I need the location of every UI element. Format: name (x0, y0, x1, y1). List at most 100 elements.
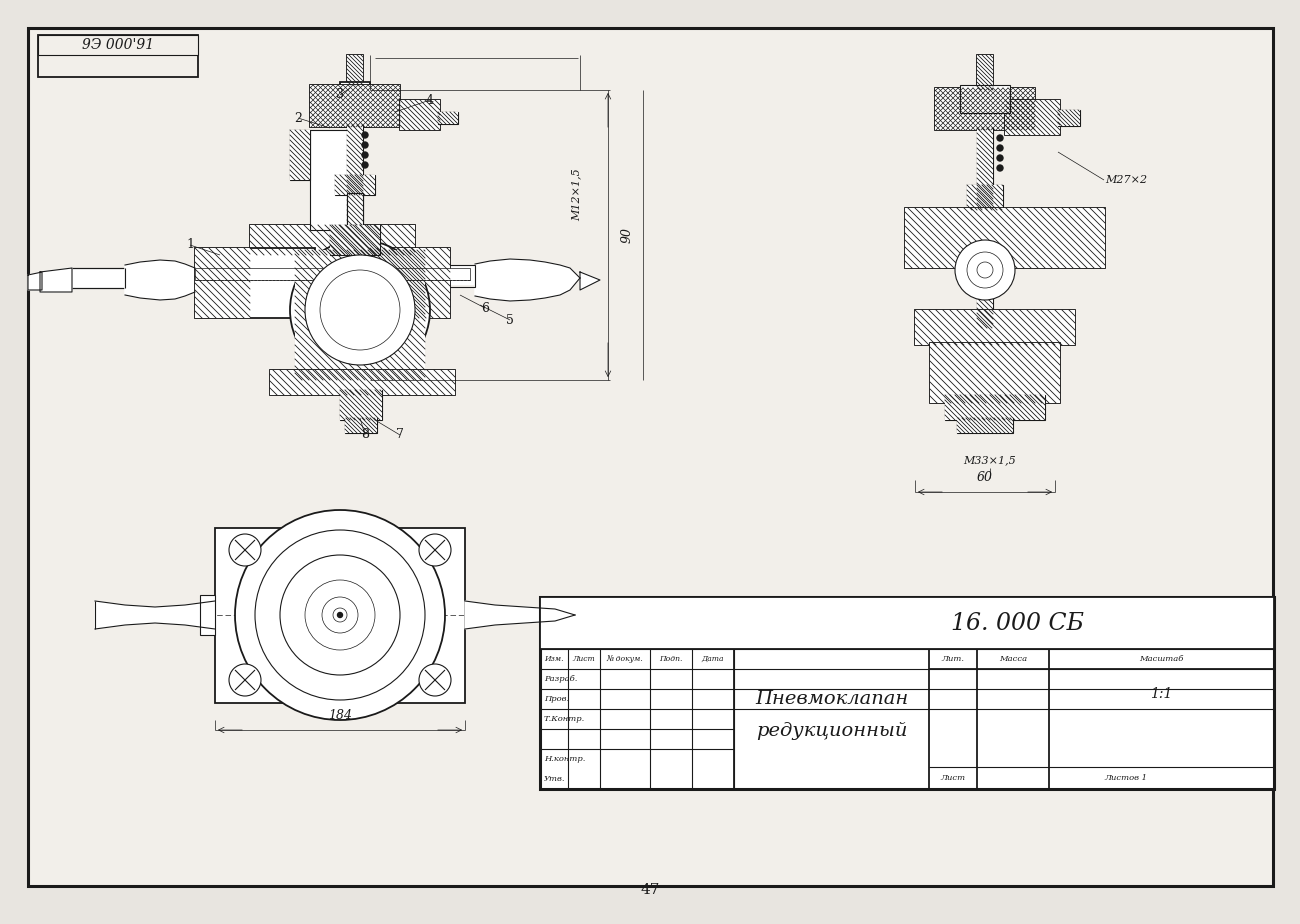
Bar (270, 370, 455, 395)
Bar (905, 208, 1105, 268)
Bar (930, 343, 1060, 403)
Text: 47: 47 (641, 883, 659, 897)
Text: Масштаб: Масштаб (1139, 655, 1184, 663)
Bar (978, 128, 993, 208)
Polygon shape (29, 272, 42, 290)
Bar (335, 175, 374, 195)
Text: М12×1,5: М12×1,5 (571, 168, 581, 222)
Text: Лист: Лист (940, 774, 966, 782)
Bar (1005, 100, 1059, 135)
Bar (978, 268, 993, 328)
Text: 1: 1 (186, 238, 194, 251)
Bar (290, 130, 309, 180)
Bar (341, 82, 370, 127)
Text: Масса: Масса (998, 655, 1027, 663)
Bar (420, 265, 474, 287)
Bar (270, 370, 455, 395)
Polygon shape (474, 259, 580, 301)
Text: Н.контр.: Н.контр. (543, 755, 585, 763)
Bar (540, 597, 1274, 649)
Bar (915, 310, 1075, 345)
Bar (70, 268, 125, 288)
Polygon shape (125, 260, 195, 300)
Bar (344, 418, 377, 433)
Bar (967, 185, 1004, 210)
Bar (250, 225, 415, 255)
Bar (400, 100, 439, 130)
Bar (400, 100, 439, 130)
Text: Подп.: Подп. (659, 655, 682, 663)
Circle shape (229, 534, 261, 566)
Bar (935, 88, 1035, 130)
Bar (309, 85, 400, 127)
Text: 1:1: 1:1 (1150, 687, 1173, 701)
Bar (957, 418, 1013, 433)
Text: 3: 3 (335, 89, 345, 102)
Circle shape (255, 530, 425, 700)
Text: М33×1,5: М33×1,5 (963, 455, 1017, 465)
Circle shape (997, 165, 1004, 171)
Bar (1058, 110, 1080, 126)
Circle shape (306, 580, 374, 650)
Bar (195, 268, 471, 280)
Circle shape (229, 664, 261, 696)
Text: 16. 000 СБ: 16. 000 СБ (950, 612, 1084, 635)
Text: редукционный: редукционный (755, 722, 907, 740)
Bar (935, 88, 1035, 130)
Bar (957, 418, 1013, 433)
Text: Лист: Лист (572, 655, 595, 663)
Bar (978, 55, 993, 90)
Bar (330, 225, 380, 255)
Text: 2: 2 (294, 112, 302, 125)
Circle shape (338, 613, 342, 617)
Bar (930, 343, 1060, 403)
Bar (945, 395, 1045, 420)
Bar (967, 185, 1004, 210)
Bar (438, 112, 458, 124)
Circle shape (361, 142, 368, 148)
Text: М27×2: М27×2 (1105, 175, 1147, 185)
Bar (214, 528, 465, 703)
Bar (341, 390, 382, 420)
Circle shape (361, 132, 368, 138)
Bar (1005, 100, 1059, 135)
Bar (945, 395, 1045, 420)
Bar (978, 128, 993, 208)
Text: № докум.: № докум. (607, 655, 644, 663)
Bar (38, 35, 198, 77)
Circle shape (997, 155, 1004, 161)
Circle shape (306, 255, 415, 365)
Text: Пров.: Пров. (543, 695, 569, 703)
Text: 60: 60 (978, 471, 993, 484)
Bar (295, 250, 425, 380)
Bar (250, 225, 415, 255)
Bar (330, 225, 380, 255)
Bar (309, 85, 400, 127)
Bar (540, 597, 1274, 789)
Text: Т.Контр.: Т.Контр. (543, 715, 585, 723)
Bar (200, 595, 214, 635)
Polygon shape (95, 601, 214, 629)
Circle shape (997, 145, 1004, 151)
Circle shape (956, 240, 1015, 300)
Bar (978, 268, 993, 328)
Text: Дата: Дата (702, 655, 724, 663)
Text: 9Э 000'91: 9Э 000'91 (82, 38, 155, 52)
Bar (915, 310, 1075, 345)
Bar (959, 85, 1010, 113)
Bar (347, 55, 363, 85)
Bar (978, 55, 993, 90)
Bar (38, 35, 198, 55)
Bar (290, 130, 309, 180)
Bar (344, 418, 377, 433)
Bar (370, 248, 450, 318)
Bar (347, 55, 363, 85)
Text: Утв.: Утв. (543, 775, 566, 783)
Bar (347, 125, 363, 225)
Circle shape (322, 597, 358, 633)
Polygon shape (40, 268, 72, 292)
Text: 7: 7 (396, 429, 404, 442)
Text: Пневмоклапан: Пневмоклапан (755, 690, 909, 708)
Circle shape (361, 162, 368, 168)
Text: 5: 5 (506, 313, 514, 326)
